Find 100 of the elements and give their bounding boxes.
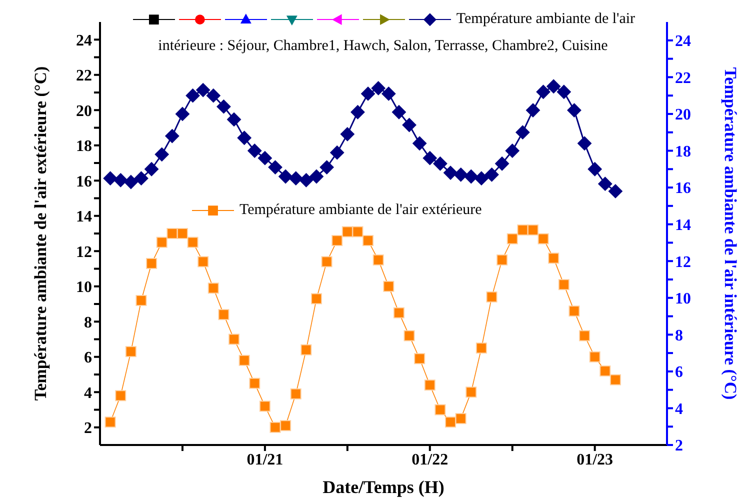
y2-axis-title: Température ambiante de l'air intérieure (°C) [720, 67, 740, 400]
y-tick-label: 16 [76, 173, 92, 190]
point [526, 103, 540, 118]
point [227, 112, 242, 126]
point [290, 388, 302, 400]
point [517, 224, 528, 236]
point [249, 378, 260, 389]
y2-tick-label: 16 [675, 180, 691, 198]
point [454, 168, 468, 182]
point [330, 146, 344, 160]
y-tick-label: 18 [76, 138, 92, 156]
point [476, 342, 487, 354]
point [567, 103, 582, 118]
point [393, 307, 404, 318]
point [464, 169, 478, 184]
y2-tick-label: 18 [675, 143, 691, 160]
y-tick-label: 14 [76, 208, 92, 226]
point [424, 380, 436, 391]
point [352, 226, 364, 238]
point [506, 233, 518, 244]
point [238, 354, 250, 366]
point [278, 169, 293, 184]
y2-tick-label: 4 [675, 400, 683, 418]
point [445, 416, 456, 428]
point [558, 279, 570, 290]
point [300, 344, 312, 356]
point [412, 136, 427, 150]
point [299, 173, 314, 188]
point [455, 413, 466, 424]
y2-tick-label: 20 [675, 106, 691, 124]
point [362, 235, 374, 246]
point [165, 129, 180, 144]
point [320, 160, 334, 174]
point [608, 184, 622, 198]
point [248, 144, 262, 158]
point [402, 118, 416, 132]
y-tick-label: 22 [76, 68, 92, 85]
point [588, 162, 602, 176]
point [332, 235, 343, 246]
point [104, 416, 116, 428]
y-axis-title: Température ambiante de l'air extérieure (°C) [31, 66, 50, 401]
legend-label: Température ambiante de l'air extérieure [238, 202, 482, 218]
y-tick-label: 12 [76, 244, 92, 261]
point [422, 151, 437, 166]
point [134, 171, 148, 186]
point [556, 84, 571, 99]
point [516, 125, 530, 140]
point [103, 171, 118, 186]
y-tick-label: 8 [84, 314, 92, 332]
point [309, 169, 324, 184]
point [342, 226, 353, 238]
point [216, 100, 231, 114]
point [579, 330, 590, 342]
point [536, 84, 550, 99]
point [474, 171, 488, 186]
point [259, 400, 270, 412]
point [372, 254, 384, 266]
point [527, 224, 538, 236]
y2-tick-label: 6 [675, 364, 683, 382]
y-tick-label: 4 [84, 384, 92, 402]
y2-tick-label: 14 [675, 216, 691, 234]
point [495, 156, 510, 171]
point [505, 144, 520, 158]
point [196, 83, 210, 98]
point [175, 106, 190, 121]
point [218, 309, 230, 320]
point [382, 86, 396, 101]
point [144, 162, 159, 176]
point [270, 422, 281, 433]
point [350, 105, 365, 120]
point [568, 306, 580, 317]
point [198, 256, 209, 268]
y-tick-label: 6 [84, 350, 92, 367]
point [589, 351, 600, 362]
point [237, 130, 252, 145]
x-axis-title: Date/Temps (H) [322, 477, 444, 497]
point [288, 171, 303, 186]
x-tick-label: 01/22 [412, 451, 448, 468]
point [136, 294, 147, 306]
y-tick-label: 20 [76, 102, 92, 120]
point [383, 280, 394, 292]
y2-tick-label: 22 [675, 70, 691, 87]
point [444, 166, 458, 180]
y-tick-label: 24 [76, 32, 92, 50]
point [578, 136, 592, 150]
point [146, 258, 158, 269]
point [496, 254, 508, 266]
point [124, 175, 138, 190]
point [466, 386, 477, 398]
point [228, 334, 240, 345]
point [268, 160, 282, 174]
point [310, 293, 322, 304]
point [280, 420, 292, 432]
point [206, 88, 220, 103]
point [392, 105, 406, 120]
point [176, 228, 188, 239]
y2-tick-label: 24 [675, 33, 691, 50]
point [548, 252, 560, 264]
y2-tick-label: 12 [675, 254, 691, 271]
y2-tick-label: 2 [675, 438, 683, 455]
